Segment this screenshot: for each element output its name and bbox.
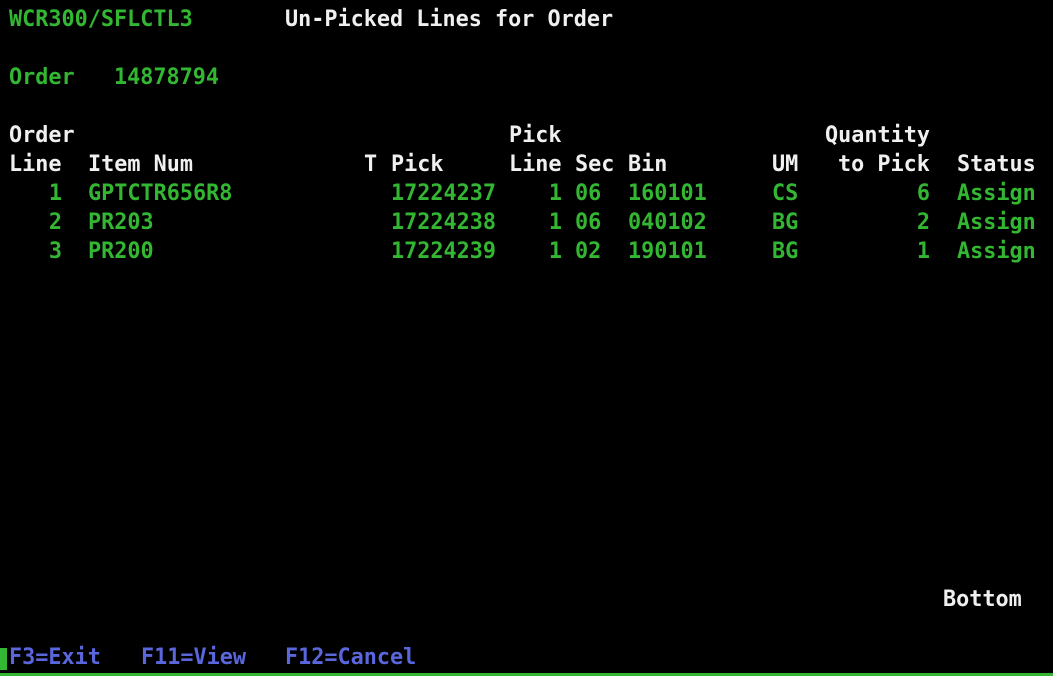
order-label: Order bbox=[9, 65, 75, 90]
cell-qty-to-pick: 2 bbox=[916, 210, 930, 235]
cell-sec: 02 bbox=[575, 239, 602, 264]
cell-status: Assign bbox=[957, 210, 1036, 235]
cell-qty-to-pick: 1 bbox=[916, 239, 930, 264]
table-row[interactable]: 1 GPTCTR656R8 17224237 1 06 160101 CS 6 … bbox=[0, 182, 1053, 211]
cell-pick-line: 1 bbox=[548, 181, 562, 206]
cell-status: Assign bbox=[957, 239, 1036, 264]
header-pick-line: Line bbox=[509, 152, 562, 177]
header-t: T bbox=[364, 152, 378, 177]
cell-bin: 040102 bbox=[628, 210, 707, 235]
function-key-f11-view[interactable]: F11=View bbox=[141, 645, 246, 670]
cell-pick-num: 17224237 bbox=[391, 181, 496, 206]
order-number: 14878794 bbox=[114, 65, 219, 90]
bottom-separator-line bbox=[0, 673, 1053, 676]
header-to-pick: to Pick bbox=[838, 152, 930, 177]
table-header-row-2: Line Item Num T Pick Line Sec Bin UM to … bbox=[0, 153, 1053, 182]
cell-um: BG bbox=[772, 210, 799, 235]
cell-bin: 190101 bbox=[628, 239, 707, 264]
title-row: WCR300/SFLCTL3 Un-Picked Lines for Order bbox=[0, 8, 1053, 37]
cell-um: CS bbox=[772, 181, 799, 206]
header-pick-num: Pick bbox=[391, 152, 444, 177]
cell-item-num: GPTCTR656R8 bbox=[88, 181, 233, 206]
cell-pick-num: 17224239 bbox=[391, 239, 496, 264]
cell-pick-line: 1 bbox=[548, 239, 562, 264]
cell-sec: 06 bbox=[575, 210, 602, 235]
cell-sec: 06 bbox=[575, 181, 602, 206]
table-row[interactable]: 3 PR200 17224239 1 02 190101 BG 1 Assign bbox=[0, 240, 1053, 269]
header-um: UM bbox=[772, 152, 799, 177]
table-row[interactable]: 2 PR203 17224238 1 06 040102 BG 2 Assign bbox=[0, 211, 1053, 240]
cursor-block bbox=[0, 648, 7, 670]
bottom-indicator: Bottom bbox=[943, 587, 1022, 612]
cell-item-num: PR203 bbox=[88, 210, 154, 235]
header-sec: Sec bbox=[575, 152, 615, 177]
cell-bin: 160101 bbox=[628, 181, 707, 206]
cell-item-num: PR200 bbox=[88, 239, 154, 264]
header-bin: Bin bbox=[628, 152, 668, 177]
bottom-indicator-row: Bottom bbox=[0, 588, 1053, 617]
header-status: Status bbox=[957, 152, 1036, 177]
function-key-f3-exit[interactable]: F3=Exit bbox=[9, 645, 101, 670]
cell-pick-line: 1 bbox=[548, 210, 562, 235]
header-item-num: Item Num bbox=[88, 152, 193, 177]
cell-pick-num: 17224238 bbox=[391, 210, 496, 235]
header-line: Line bbox=[9, 152, 62, 177]
cell-status: Assign bbox=[957, 181, 1036, 206]
cell-order-line: 1 bbox=[48, 181, 62, 206]
order-row: Order 14878794 bbox=[0, 66, 1053, 95]
screen-title: Un-Picked Lines for Order bbox=[285, 7, 614, 32]
cell-um: BG bbox=[772, 239, 799, 264]
function-key-f12-cancel[interactable]: F12=Cancel bbox=[285, 645, 417, 670]
function-key-bar: F3=Exit F11=View F12=Cancel bbox=[0, 646, 1053, 675]
table-header-row-1: Order Pick Quantity bbox=[0, 124, 1053, 153]
header-quantity: Quantity bbox=[825, 123, 930, 148]
header-order: Order bbox=[9, 123, 75, 148]
cell-order-line: 3 bbox=[48, 239, 62, 264]
header-pick: Pick bbox=[509, 123, 562, 148]
cell-qty-to-pick: 6 bbox=[916, 181, 930, 206]
cell-order-line: 2 bbox=[48, 210, 62, 235]
program-id: WCR300/SFLCTL3 bbox=[9, 7, 193, 32]
